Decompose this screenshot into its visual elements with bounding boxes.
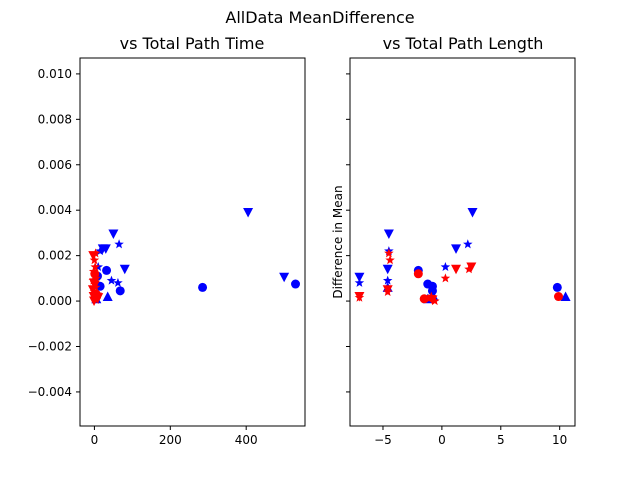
figure-suptitle: AllData MeanDifference [225,8,414,27]
data-point-star [90,248,101,258]
y-tick-label: 0.004 [38,203,72,217]
data-point-circle [554,292,564,302]
data-point-triangle-down [466,262,477,272]
y-tick-label: 0.006 [38,158,72,172]
data-point-star [89,255,100,265]
data-point-star [91,273,101,283]
subplot-title: vs Total Path Length [383,34,544,53]
data-point-triangle-down [451,244,462,254]
axes-ticks: −5 0 5 10 [346,73,567,447]
data-point-star [113,277,123,287]
x-tick-label: 200 [159,433,182,447]
subplot-path-length: vs Total Path Length −5 0 5 10 Difference i… [331,34,576,447]
data-point-triangle-down [383,229,394,240]
axes-frame [349,57,576,427]
data-point-star [382,275,393,285]
data-point-star [354,292,365,302]
data-point-circle [552,282,562,292]
x-tick-label: 0 [91,433,99,447]
y-axis-label: Difference in Mean [331,185,345,298]
y-tick-label: 0.008 [38,112,72,126]
axes-ticks: 0 200 400 −0.004 −0.002 0.000 0.002 0.004 0.006 0… [28,67,258,447]
data-point-star [464,264,474,274]
data-point-star [385,255,395,265]
data-point-circle [427,286,437,296]
data-point-triangle-down [100,244,111,254]
data-point-triangle-down [93,293,104,303]
data-point-circle [115,286,125,296]
data-point-star [95,246,105,256]
data-point-star [88,275,99,285]
data-point-star [106,275,117,285]
data-marks [87,207,301,307]
data-point-star [91,294,101,304]
data-point-star [440,261,451,272]
x-tick-label: −5 [374,433,392,447]
y-tick-label: −0.004 [28,385,72,399]
data-point-circle [419,294,429,304]
data-point-triangle-down [108,229,119,240]
x-tick-label: 5 [497,433,505,447]
data-point-triangle-down [467,207,478,218]
data-marks [354,207,571,306]
y-tick-label: 0.002 [38,249,72,263]
data-point-triangle-down [119,264,130,275]
y-tick-label: 0.000 [38,294,72,308]
data-point-star [426,291,437,301]
data-point-star [430,296,440,306]
data-point-star [382,286,393,297]
data-point-star [463,239,473,249]
data-point-circle [90,269,100,279]
axes-frame [79,57,306,427]
data-point-triangle-down [382,264,393,275]
data-point-circle [198,282,208,292]
x-tick-label: 400 [235,433,258,447]
data-point-triangle-down [451,264,462,275]
data-point-circle [413,269,423,279]
data-point-star [90,261,100,272]
data-point-star [424,293,434,303]
subplot-path-time: vs Total Path Time 0 200 400 −0.004 −0.002 0.… [28,34,306,447]
data-point-triangle-up [102,291,113,302]
y-tick-label: 0.010 [38,67,72,81]
data-point-circle [102,265,112,275]
y-tick-label: −0.002 [28,339,72,353]
x-tick-label: 10 [552,433,567,447]
data-point-triangle-down [279,272,290,283]
data-point-triangle-down [243,207,254,218]
x-tick-label: 0 [438,433,446,447]
data-point-circle [291,279,301,289]
data-point-star [384,248,394,258]
data-point-star [114,239,124,249]
data-point-star [354,277,365,287]
data-point-triangle-down [354,272,365,283]
data-point-star [440,273,451,283]
data-point-triangle-up [560,291,571,302]
subplot-title: vs Total Path Time [120,34,265,53]
